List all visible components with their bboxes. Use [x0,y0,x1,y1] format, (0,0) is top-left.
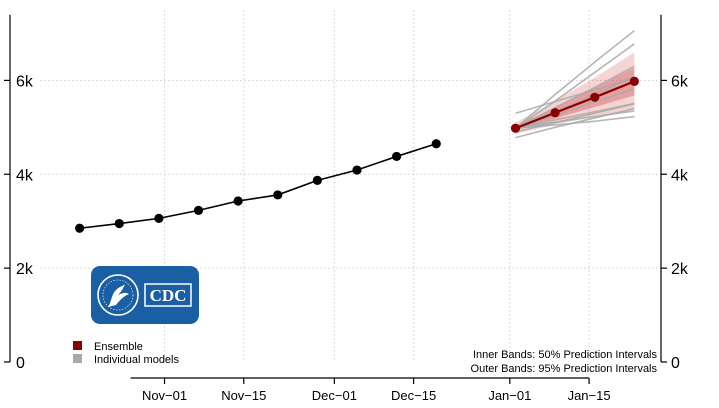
annotation-outer-bands: Outer Bands: 95% Prediction Intervals [471,363,658,375]
y-tick-label-right: 6k [671,73,689,90]
ensemble-point [550,108,560,118]
inner-band-50 [515,67,635,131]
individual-model-line [515,102,635,130]
hhs-seal-icon [97,274,139,316]
ensemble-series [510,76,639,133]
observed-point [114,218,124,229]
x-tick-label: Nov−01 [142,388,187,403]
y-tick-label-right: 0 [671,355,680,372]
observed-point [392,151,402,162]
annotation-inner-bands: Inner Bands: 50% Prediction Intervals [473,349,658,361]
hhs-eagle-profile-icon [108,284,129,307]
observed-point [312,175,322,185]
ensemble-point [590,92,600,102]
legend-swatch-ensemble [73,341,82,350]
x-tick-label: Jan−01 [488,388,531,403]
individual-model-line [514,30,635,129]
legend-swatch-individual-models [73,354,82,363]
observed-point [193,205,204,216]
observed-point [273,190,283,200]
ensemble-point [510,123,521,133]
observed-line [79,142,437,230]
cdc-wordmark-box [144,283,192,307]
cdc-wordmark: CDC [150,286,187,305]
individual-model-line [515,43,635,129]
observed-point [352,165,362,175]
individual-model-line [515,103,635,133]
individual-model-line [515,77,635,115]
ensemble-line [515,80,635,130]
observed-point [233,196,243,206]
legend-label-individual-models: Individual models [94,354,179,366]
individual-model-lines [514,30,635,139]
observed-point [431,139,441,149]
x-tick-label: Jan−15 [568,388,611,403]
x-tick-label: Nov−15 [221,388,266,403]
legend-label-ensemble: Ensemble [94,341,143,353]
legend: Ensemble Individual models [73,341,179,366]
y-tick-label-left: 0 [16,355,25,372]
axes: 0 2k 4k 6k 0 2k 4k 6k Nov−01 Nov−15 Dec−01 Dec−15 Ja… [4,14,689,403]
grid [40,10,657,362]
y-tick-label-right: 4k [671,167,689,184]
y-tick-label-right: 2k [671,261,689,278]
observed-point [75,223,85,233]
x-tick-label: Dec−15 [391,388,436,403]
y-tick-label-left: 2k [16,261,34,278]
observed-series [75,139,441,233]
hhs-seal-inner-ring [102,279,134,311]
individual-model-line [515,65,635,129]
ensemble-point [629,76,639,86]
observed-point [154,213,164,223]
individual-model-line [515,88,635,130]
cdc-logo: CDC [91,266,199,324]
y-tick-label-left: 6k [16,73,34,90]
x-tick-label: Dec−01 [312,388,357,403]
y-tick-label-left: 4k [16,167,34,184]
individual-model-line [515,107,635,139]
